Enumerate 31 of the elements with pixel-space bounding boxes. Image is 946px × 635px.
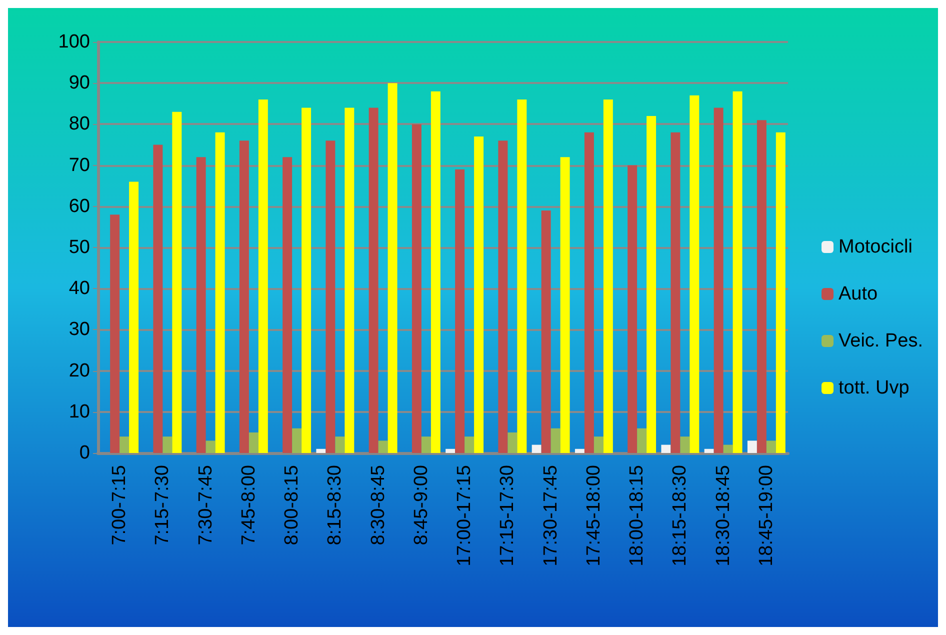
x-tick-label: 18:15-18:30 (670, 465, 691, 566)
y-tick-label: 50 (68, 237, 90, 258)
x-tick-label: 17:00-17:15 (454, 465, 476, 566)
y-tick-label: 90 (68, 72, 90, 94)
y-tick-label: 20 (68, 360, 90, 382)
x-tick-label: 8:45-9:00 (410, 465, 432, 546)
x-tick-label: 18:30-18:45 (712, 465, 734, 566)
legend-label: Veic. Pes. (838, 330, 924, 352)
y-tick-label: 10 (68, 401, 90, 422)
x-tick-label: 17:45-18:00 (583, 465, 604, 566)
x-tick-label: 7:15-7:30 (152, 465, 174, 546)
x-tick-label: 7:00-7:15 (109, 465, 130, 546)
x-tick-label: 7:45-8:00 (238, 465, 260, 546)
x-tick-label: 7:30-7:45 (195, 465, 216, 546)
legend-label: Auto (838, 284, 878, 304)
x-tick-label: 8:30-8:45 (368, 465, 389, 546)
y-tick-label: 0 (79, 442, 90, 464)
y-tick-label: 80 (68, 114, 90, 135)
x-tick-label: 8:15-8:30 (324, 465, 346, 546)
y-tick-label: 100 (58, 32, 90, 52)
x-tick-label: 17:15-17:30 (497, 465, 518, 566)
y-tick-label: 30 (68, 319, 90, 340)
y-tick-label: 40 (68, 278, 90, 300)
legend-label: Motocicli (838, 236, 912, 258)
y-tick-label: 60 (68, 196, 90, 217)
x-tick-label: 18:45-19:00 (756, 465, 777, 566)
x-tick-label: 8:00-8:15 (282, 465, 303, 546)
y-tick-label: 70 (68, 154, 90, 176)
x-tick-label: 18:00-18:15 (626, 465, 648, 566)
legend-label: tott. Uvp (838, 378, 910, 398)
x-tick-label: 17:30-17:45 (540, 465, 562, 566)
